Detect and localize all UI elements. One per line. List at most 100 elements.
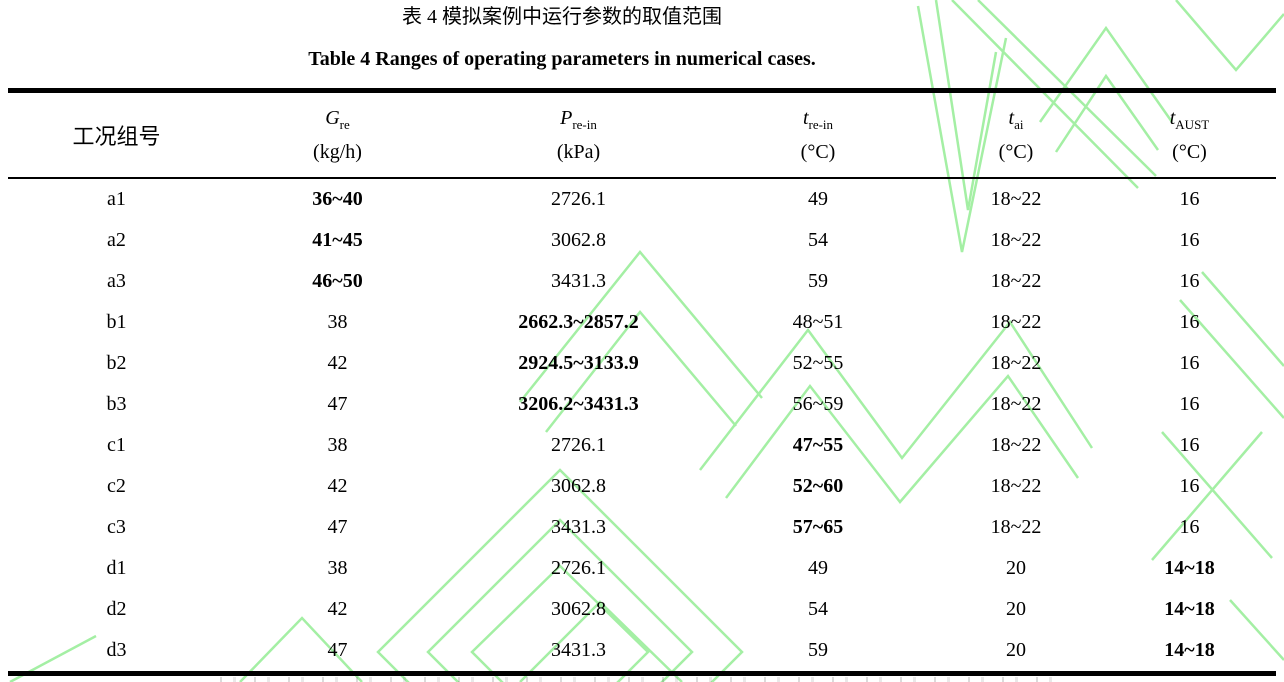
value-cell: 18~22 <box>990 434 1042 456</box>
table-row: a2 41~45 3062.8 54 18~22 16 <box>8 220 1276 261</box>
value-cell: 3062.8 <box>551 229 606 251</box>
table-row: b1 38 2662.3~2857.2 48~51 18~22 16 <box>8 302 1276 343</box>
value-cell: 54 <box>808 229 828 251</box>
header-case-group: 工况组号 <box>72 124 161 149</box>
table-row: d3 47 3431.3 59 20 14~18 <box>8 630 1276 674</box>
table-captions: 表 4 模拟案例中运行参数的取值范围 Table 4 Ranges of ope… <box>0 4 1124 72</box>
symbol-subscript: re <box>339 117 350 132</box>
value-cell: 18~22 <box>990 516 1042 538</box>
column-symbol: tai <box>929 101 1103 135</box>
table-row: c3 47 3431.3 57~65 18~22 16 <box>8 507 1276 548</box>
value-cell: 38 <box>327 311 348 333</box>
column-unit: (°C) <box>800 141 836 163</box>
value-cell: 20 <box>1006 598 1026 620</box>
value-cell: 52~60 <box>792 475 844 497</box>
table-caption-chinese: 表 4 模拟案例中运行参数的取值范围 <box>402 6 722 28</box>
value-cell: 49 <box>808 557 828 579</box>
case-id-cell: b1 <box>106 311 127 333</box>
table-row: c2 42 3062.8 52~60 18~22 16 <box>8 466 1276 507</box>
value-cell: 18~22 <box>990 311 1042 333</box>
clipped-text-remnants <box>220 677 1060 682</box>
value-cell: 18~22 <box>990 229 1042 251</box>
header-row: 工况组号 Gre (kg/h) Pre-in (kPa) tre-in (°C) <box>8 91 1276 179</box>
table-row: c1 38 2726.1 47~55 18~22 16 <box>8 425 1276 466</box>
case-id-cell: a1 <box>107 188 126 210</box>
table-caption-english: Table 4 Ranges of operating parameters i… <box>308 48 816 70</box>
value-cell: 18~22 <box>990 270 1042 292</box>
case-id-cell: c1 <box>107 434 126 456</box>
value-cell: 2726.1 <box>551 188 606 210</box>
value-cell: 42 <box>327 352 348 374</box>
value-cell: 16 <box>1179 229 1200 251</box>
column-symbol: Pre-in <box>450 101 707 135</box>
value-cell: 42 <box>327 598 348 620</box>
column-unit: (°C) <box>1172 141 1207 163</box>
column-symbol: tAUST <box>1103 101 1276 135</box>
value-cell: 16 <box>1179 270 1200 292</box>
value-cell: 14~18 <box>1164 557 1215 579</box>
column-unit: (kPa) <box>556 141 601 163</box>
value-cell: 42 <box>327 475 348 497</box>
case-id-cell: c3 <box>107 516 126 538</box>
value-cell: 56~59 <box>792 393 844 415</box>
value-cell: 38 <box>327 434 348 456</box>
value-cell: 41~45 <box>312 229 363 251</box>
case-id-cell: d3 <box>106 639 127 661</box>
value-cell: 59 <box>808 270 828 292</box>
value-cell: 46~50 <box>312 270 363 292</box>
value-cell: 36~40 <box>312 188 363 210</box>
symbol-italic: G <box>325 107 340 129</box>
symbol-italic: t <box>1008 107 1015 129</box>
case-id-cell: d1 <box>106 557 127 579</box>
value-cell: 47 <box>327 516 348 538</box>
value-cell: 3206.2~3431.3 <box>518 393 639 415</box>
symbol-subscript: ai <box>1014 117 1024 132</box>
value-cell: 16 <box>1179 434 1200 456</box>
value-cell: 18~22 <box>990 188 1042 210</box>
symbol-italic: P <box>560 107 573 129</box>
header-col-trein: tre-in (°C) <box>707 91 929 179</box>
case-id-cell: a3 <box>107 270 126 292</box>
value-cell: 2662.3~2857.2 <box>518 311 639 333</box>
value-cell: 14~18 <box>1164 639 1215 661</box>
value-cell: 16 <box>1179 516 1200 538</box>
value-cell: 16 <box>1179 475 1200 497</box>
value-cell: 16 <box>1179 352 1200 374</box>
value-cell: 47~55 <box>792 434 844 456</box>
symbol-subscript: AUST <box>1175 117 1210 132</box>
header-col-prein: Pre-in (kPa) <box>450 91 707 179</box>
table-row: d2 42 3062.8 54 20 14~18 <box>8 589 1276 630</box>
value-cell: 47 <box>327 393 348 415</box>
value-cell: 3431.3 <box>551 270 606 292</box>
value-cell: 3431.3 <box>551 516 606 538</box>
case-id-cell: c2 <box>107 475 126 497</box>
symbol-subscript: re-in <box>808 117 834 132</box>
value-cell: 54 <box>808 598 828 620</box>
value-cell: 38 <box>327 557 348 579</box>
value-cell: 16 <box>1179 311 1200 333</box>
table-row: b3 47 3206.2~3431.3 56~59 18~22 16 <box>8 384 1276 425</box>
case-id-cell: b2 <box>106 352 127 374</box>
value-cell: 20 <box>1006 557 1026 579</box>
table-row: d1 38 2726.1 49 20 14~18 <box>8 548 1276 589</box>
table-row: a3 46~50 3431.3 59 18~22 16 <box>8 261 1276 302</box>
value-cell: 3062.8 <box>551 598 606 620</box>
value-cell: 48~51 <box>792 311 844 333</box>
table-row: a1 36~40 2726.1 49 18~22 16 <box>8 178 1276 220</box>
value-cell: 16 <box>1179 393 1200 415</box>
value-cell: 2924.5~3133.9 <box>518 352 639 374</box>
value-cell: 3431.3 <box>551 639 606 661</box>
value-cell: 52~55 <box>792 352 844 374</box>
value-cell: 14~18 <box>1164 598 1215 620</box>
value-cell: 47 <box>327 639 348 661</box>
value-cell: 20 <box>1006 639 1026 661</box>
value-cell: 18~22 <box>990 475 1042 497</box>
table-row: b2 42 2924.5~3133.9 52~55 18~22 16 <box>8 343 1276 384</box>
column-symbol: Gre <box>225 101 450 135</box>
case-id-cell: b3 <box>106 393 127 415</box>
column-symbol: tre-in <box>707 101 929 135</box>
value-cell: 49 <box>808 188 828 210</box>
column-unit: (kg/h) <box>313 141 362 163</box>
column-unit: (°C) <box>998 141 1034 163</box>
